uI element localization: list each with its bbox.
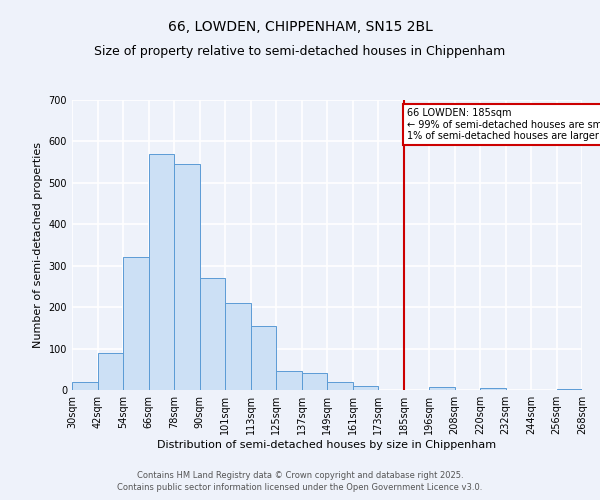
Bar (123, 258, 149, 390)
Bar (353, 386, 378, 390)
Y-axis label: Number of semi-detached properties: Number of semi-detached properties (33, 142, 43, 348)
X-axis label: Distribution of semi-detached houses by size in Chippenham: Distribution of semi-detached houses by … (157, 440, 497, 450)
Bar (225, 303, 251, 390)
Bar (72, 382, 97, 390)
Bar (199, 278, 225, 390)
Bar (557, 389, 582, 390)
Bar (327, 382, 353, 390)
Bar (97, 352, 123, 390)
Bar (480, 388, 505, 390)
Text: 66 LOWDEN: 185sqm
← 99% of semi-detached houses are smaller (2,289)
1% of semi-d: 66 LOWDEN: 185sqm ← 99% of semi-detached… (407, 108, 600, 142)
Text: Contains HM Land Registry data © Crown copyright and database right 2025.: Contains HM Land Registry data © Crown c… (137, 471, 463, 480)
Bar (251, 326, 276, 390)
Text: Contains public sector information licensed under the Open Government Licence v3: Contains public sector information licen… (118, 484, 482, 492)
Text: Size of property relative to semi-detached houses in Chippenham: Size of property relative to semi-detach… (94, 45, 506, 58)
Bar (302, 374, 327, 390)
Bar (429, 386, 455, 390)
Bar (276, 370, 302, 390)
Text: 66, LOWDEN, CHIPPENHAM, SN15 2BL: 66, LOWDEN, CHIPPENHAM, SN15 2BL (167, 20, 433, 34)
Bar (149, 154, 174, 390)
Bar (174, 164, 199, 390)
